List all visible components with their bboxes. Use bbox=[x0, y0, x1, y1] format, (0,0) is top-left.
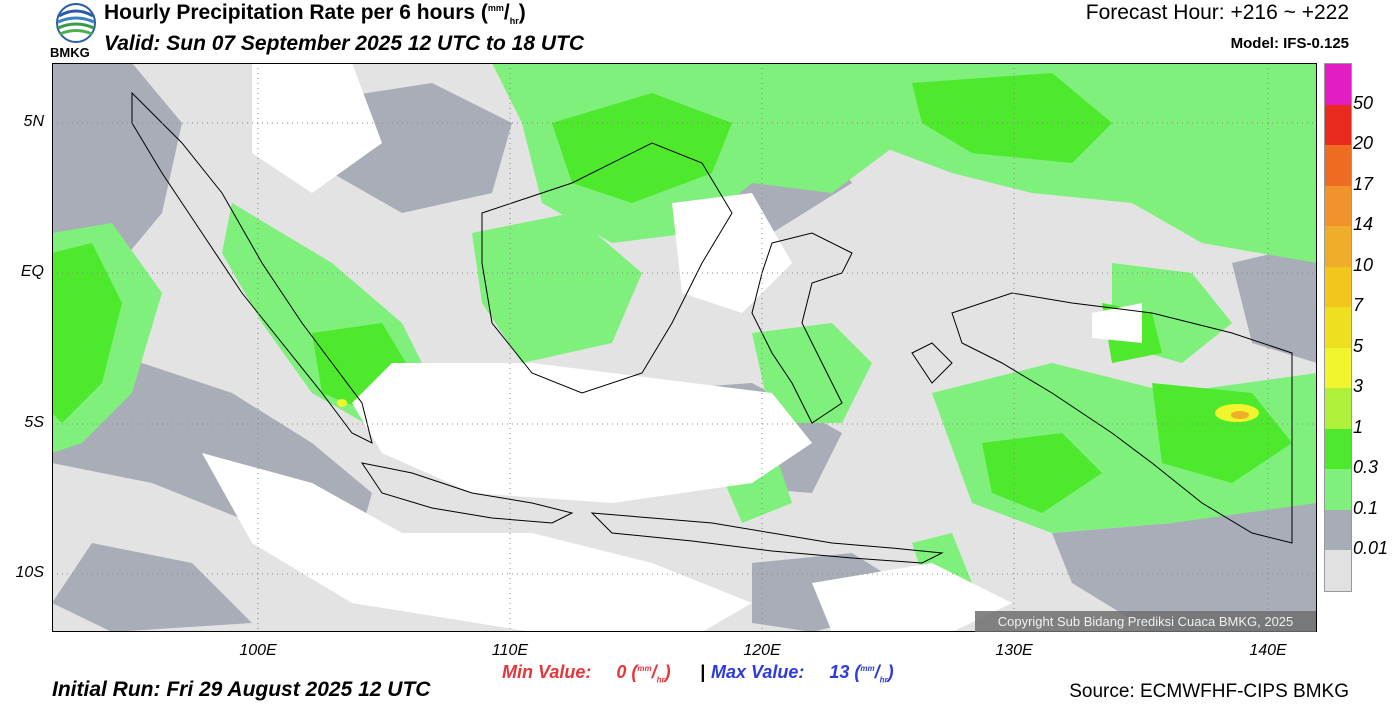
min-unit-hr: hr bbox=[656, 675, 665, 685]
title-unit-mm: mm bbox=[487, 3, 504, 13]
value-separator: | bbox=[700, 662, 706, 682]
colorbar-swatch bbox=[1325, 550, 1351, 591]
colorbar-swatch bbox=[1325, 145, 1351, 186]
min-value: Min Value: 0 (mm/hr) bbox=[502, 662, 671, 685]
max-value-number: 13 bbox=[829, 662, 850, 682]
colorbar-label: 1 bbox=[1353, 416, 1364, 437]
valid-time: Valid: Sun 07 September 2025 12 UTC to 1… bbox=[104, 32, 585, 55]
lat-label-eq: EQ bbox=[20, 263, 44, 280]
colorbar-swatch bbox=[1325, 307, 1351, 348]
title-close: ) bbox=[518, 1, 526, 24]
lon-label-110e: 110E bbox=[491, 642, 529, 659]
colorbar-label: 10 bbox=[1353, 254, 1374, 275]
lon-label-130e: 130E bbox=[995, 642, 1033, 659]
colorbar-swatch bbox=[1325, 266, 1351, 308]
colorbar-swatch bbox=[1325, 388, 1351, 429]
title-unit-sep: / bbox=[503, 1, 510, 24]
max-unit-mm: mm bbox=[860, 664, 875, 673]
precipitation-map bbox=[52, 63, 1317, 632]
max-value: Max Value: 13 (mm/hr) bbox=[711, 662, 894, 685]
lat-label-5n: 5N bbox=[23, 113, 44, 130]
data-source: Source: ECMWFHF-CIPS BMKG bbox=[1069, 681, 1349, 702]
bmkg-logo bbox=[51, 2, 101, 60]
colorbar bbox=[1324, 63, 1352, 592]
colorbar-label: 14 bbox=[1353, 214, 1374, 235]
colorbar-swatch bbox=[1325, 509, 1351, 551]
colorbar-swatch bbox=[1325, 428, 1351, 470]
colorbar-label: 3 bbox=[1353, 376, 1364, 397]
colorbar-label: 20 bbox=[1353, 133, 1374, 154]
colorbar-swatch bbox=[1325, 104, 1351, 146]
colorbar-swatch bbox=[1325, 469, 1351, 510]
max-unit-sep: / bbox=[874, 662, 880, 682]
colorbar-label: 0.01 bbox=[1353, 538, 1389, 559]
colorbar-label: 0.3 bbox=[1353, 457, 1379, 478]
max-value-label: Max Value: bbox=[711, 662, 805, 682]
colorbar-label: 0.1 bbox=[1353, 497, 1379, 518]
chart-title: Hourly Precipitation Rate per 6 hours (m… bbox=[104, 1, 526, 26]
lon-label-100e: 100E bbox=[239, 642, 277, 659]
colorbar-swatch bbox=[1325, 347, 1351, 389]
colorbar-label: 50 bbox=[1353, 92, 1374, 113]
logo-text: BMKG bbox=[50, 45, 90, 60]
colorbar-swatch bbox=[1325, 226, 1351, 267]
lat-label-5s: 5S bbox=[24, 414, 44, 431]
title-text: Hourly Precipitation Rate per 6 hours ( bbox=[104, 1, 488, 24]
lon-label-140e: 140E bbox=[1249, 642, 1287, 659]
forecast-hour: Forecast Hour: +216 ~ +222 bbox=[1085, 1, 1349, 24]
lat-label-10s: 10S bbox=[15, 564, 44, 581]
min-value-label: Min Value: bbox=[502, 662, 592, 682]
colorbar-label: 7 bbox=[1353, 295, 1364, 316]
title-unit-hr: hr bbox=[509, 16, 519, 27]
colorbar-swatch bbox=[1325, 185, 1351, 227]
max-unit-hr: hr bbox=[879, 675, 888, 685]
min-value-number: 0 bbox=[616, 662, 627, 682]
min-unit-mm: mm bbox=[637, 664, 652, 673]
min-unit-sep: / bbox=[651, 662, 657, 682]
model-name: Model: IFS-0.125 bbox=[1230, 35, 1349, 52]
lon-label-120e: 120E bbox=[743, 642, 781, 659]
colorbar-label: 5 bbox=[1353, 335, 1364, 356]
colorbar-swatch bbox=[1325, 64, 1351, 105]
colorbar-label: 17 bbox=[1353, 173, 1374, 194]
initial-run: Initial Run: Fri 29 August 2025 12 UTC bbox=[52, 678, 431, 701]
copyright-note: Copyright Sub Bidang Prediksi Cuaca BMKG… bbox=[975, 611, 1316, 632]
